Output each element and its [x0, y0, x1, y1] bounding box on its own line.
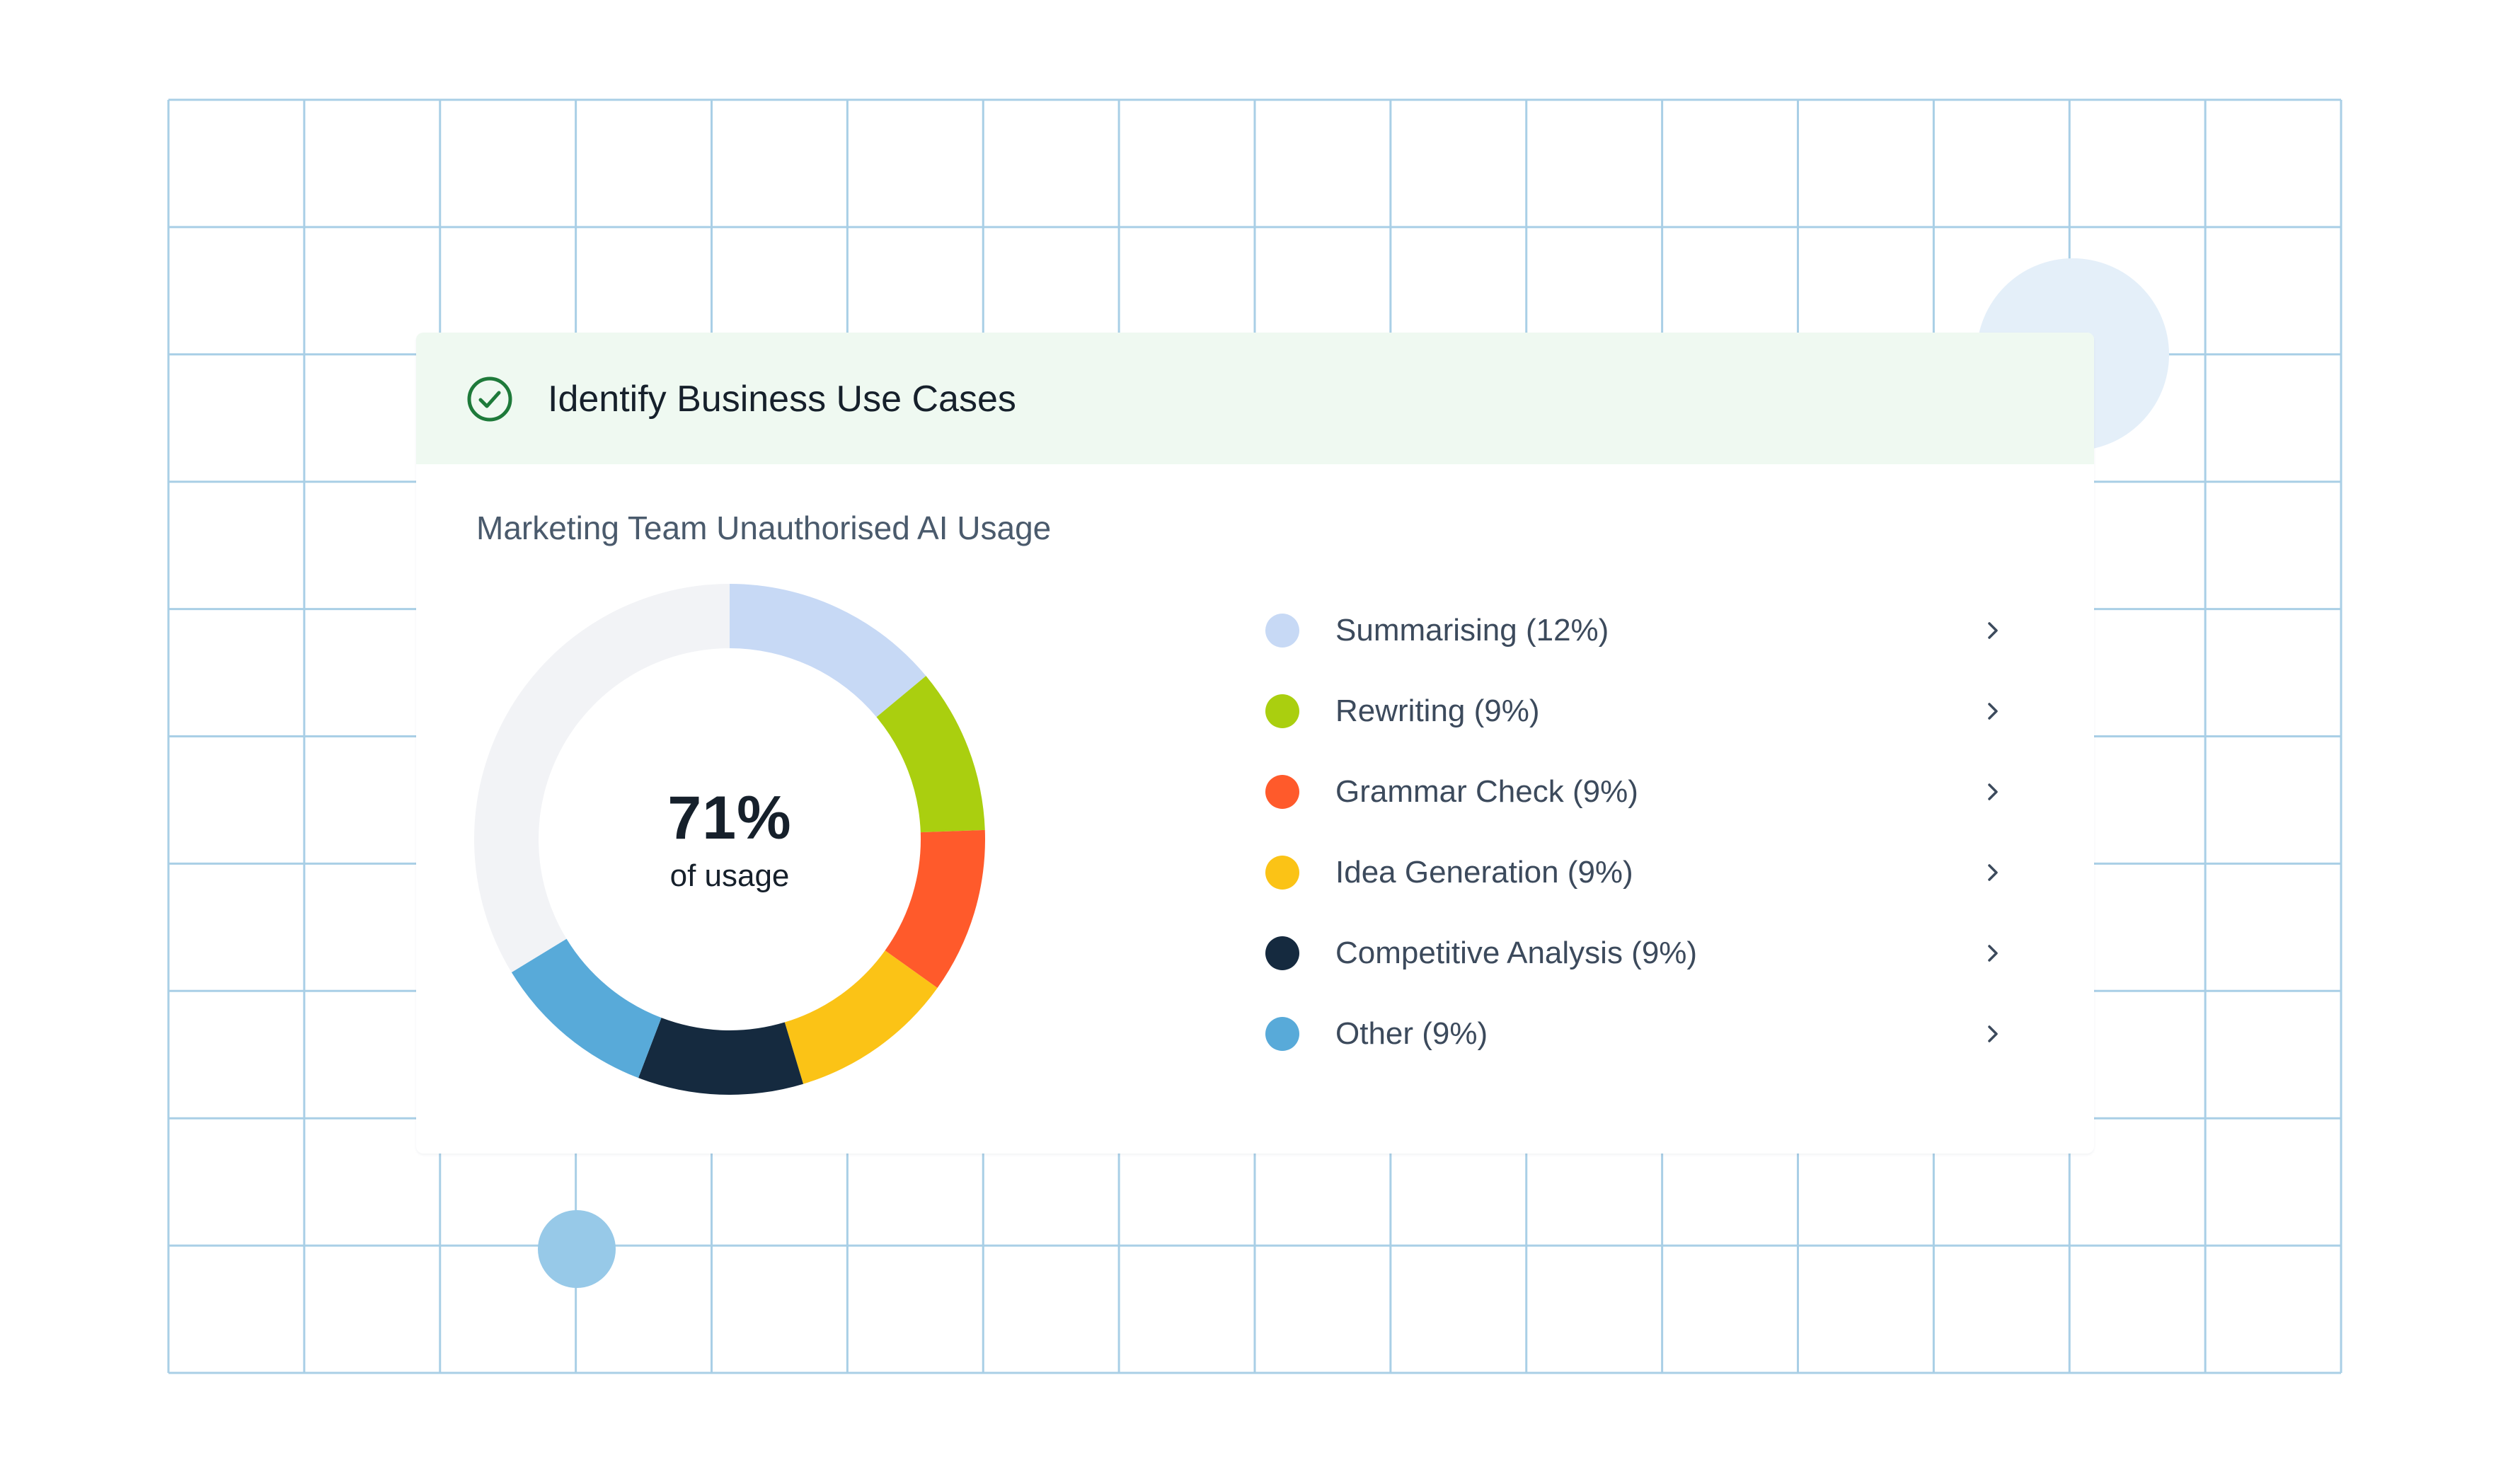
- decorative-circle-bottom-left: [538, 1210, 616, 1288]
- legend-label: Summarising (12%): [1335, 613, 1609, 648]
- legend-item-grammar-check[interactable]: Grammar Check (9%): [1265, 756, 2016, 836]
- legend-label: Competitive Analysis (9%): [1335, 936, 1698, 970]
- donut-slice-idea-generation: [784, 950, 938, 1084]
- donut-slice-summarising: [730, 584, 926, 718]
- donut-slice-remainder: [474, 584, 730, 973]
- legend-dot: [1265, 775, 1299, 809]
- donut-slice-other: [511, 938, 662, 1079]
- chevron-right-icon: [1988, 945, 1998, 962]
- donut-chart: [474, 584, 985, 1095]
- legend-item-other[interactable]: Other (9%): [1265, 998, 2016, 1079]
- legend-item-competitive-analysis[interactable]: Competitive Analysis (9%): [1265, 917, 2016, 998]
- legend-dot: [1265, 936, 1299, 970]
- legend-dot: [1265, 1017, 1299, 1051]
- chevron-right-icon: [1988, 1025, 1998, 1042]
- chevron-right-icon: [1988, 703, 1998, 720]
- legend-item-rewriting[interactable]: Rewriting (9%): [1265, 675, 2016, 756]
- card-header: Identify Business Use Cases: [416, 333, 2094, 464]
- legend-dot: [1265, 856, 1299, 890]
- donut-slice-competitive-analysis: [638, 1018, 804, 1095]
- use-case-card: Identify Business Use Cases Marketing Te…: [416, 333, 2094, 1154]
- legend-dot: [1265, 694, 1299, 728]
- legend-label: Other (9%): [1335, 1016, 1488, 1051]
- chevron-right-icon: [1988, 864, 1998, 881]
- donut-slice-rewriting: [876, 676, 985, 833]
- legend-label: Grammar Check (9%): [1335, 774, 1638, 809]
- legend-label: Idea Generation (9%): [1335, 855, 1633, 890]
- chevron-right-icon: [1988, 622, 1998, 639]
- legend-dot: [1265, 614, 1299, 648]
- chart-title: Marketing Team Unauthorised AI Usage: [476, 510, 1052, 546]
- card-title: Identify Business Use Cases: [548, 379, 1016, 420]
- donut-slice-grammar-check: [885, 829, 985, 989]
- legend-label: Rewriting (9%): [1335, 694, 1540, 728]
- chevron-right-icon: [1988, 783, 1998, 800]
- legend-item-summarising[interactable]: Summarising (12%): [1265, 594, 2016, 675]
- legend-item-idea-generation[interactable]: Idea Generation (9%): [1265, 836, 2016, 917]
- check-circle-icon: [467, 376, 512, 422]
- chart-legend: Summarising (12%) Rewriting (9%) Grammar…: [1265, 594, 2016, 1079]
